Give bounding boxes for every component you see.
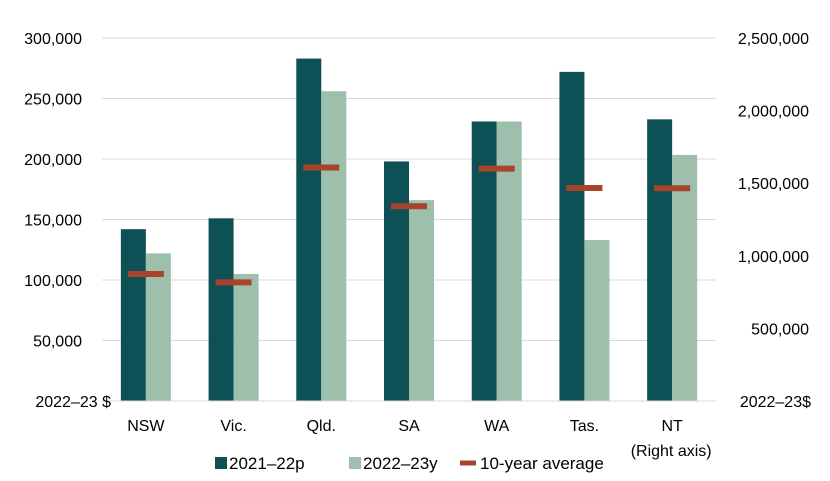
- bar-2021-22p-nsw: [120, 229, 146, 401]
- bar-2021-22p-tas: [559, 71, 585, 401]
- bar-2021-22p-qld: [296, 58, 322, 401]
- left-axis-tick-label: 250,000: [24, 92, 82, 109]
- legend-swatch-2021-22p: [215, 457, 227, 469]
- legend: 2021–22p 2022–23y 10-year average: [215, 454, 604, 473]
- legend-label: 2022–23y: [363, 454, 438, 473]
- bar-2022-23y-qld: [321, 91, 347, 402]
- bar-2022-23y-nsw: [145, 253, 171, 401]
- bar-2022-23y-nt: [672, 154, 698, 401]
- bar-2022-23y-vic: [233, 273, 259, 401]
- right-axis-tick-label: 1,500,000: [738, 176, 809, 193]
- left-axis-unit-label: 2022–23 $: [35, 394, 111, 411]
- bar-2021-22p-vic: [208, 218, 234, 401]
- left-axis-tick-label: 300,000: [24, 31, 82, 48]
- bar-2021-22p-wa: [471, 121, 497, 402]
- x-tick-label: NSW: [127, 418, 165, 435]
- left-axis: 2022–23 $ 50,000 100,000 150,000 200,000 250…: [24, 31, 111, 411]
- left-axis-tick-label: 50,000: [33, 334, 82, 351]
- legend-label: 10-year average: [480, 454, 604, 473]
- left-axis-tick-label: 100,000: [24, 273, 82, 290]
- legend-label: 2021–22p: [229, 454, 305, 473]
- bars: [120, 58, 698, 402]
- right-axis-tick-label: 500,000: [751, 321, 809, 338]
- x-tick-label: Qld.: [307, 418, 336, 435]
- x-tick-label: WA: [484, 418, 510, 435]
- right-axis-tick-label: 1,000,000: [738, 249, 809, 266]
- bar-2022-23y-tas: [584, 240, 610, 401]
- x-tick-label: Tas.: [570, 418, 599, 435]
- x-tick-label: NT: [661, 418, 683, 435]
- left-axis-tick-label: 150,000: [24, 213, 82, 230]
- right-axis-tick-label: 2,500,000: [738, 31, 809, 48]
- right-axis-unit-label: 2022–23$: [740, 394, 811, 411]
- left-axis-tick-label: 200,000: [24, 152, 82, 169]
- x-tick-label: SA: [398, 418, 420, 435]
- bar-2021-22p-nt: [647, 119, 673, 401]
- x-tick-note: (Right axis): [631, 443, 712, 460]
- bar-2022-23y-sa: [409, 200, 434, 401]
- right-axis: 2022–23$ 500,000 1,000,000 1,500,000 2,000,…: [738, 31, 811, 411]
- x-axis-labels: NSW Vic. Qld. SA WA Tas. NT (Right axis): [127, 418, 711, 460]
- legend-swatch-2022-23y: [349, 457, 361, 469]
- bar-2022-23y-wa: [496, 121, 522, 402]
- right-axis-tick-label: 2,000,000: [738, 104, 809, 121]
- x-tick-label: Vic.: [220, 418, 246, 435]
- bar-2021-22p-sa: [384, 161, 409, 401]
- average-markers: [127, 164, 691, 286]
